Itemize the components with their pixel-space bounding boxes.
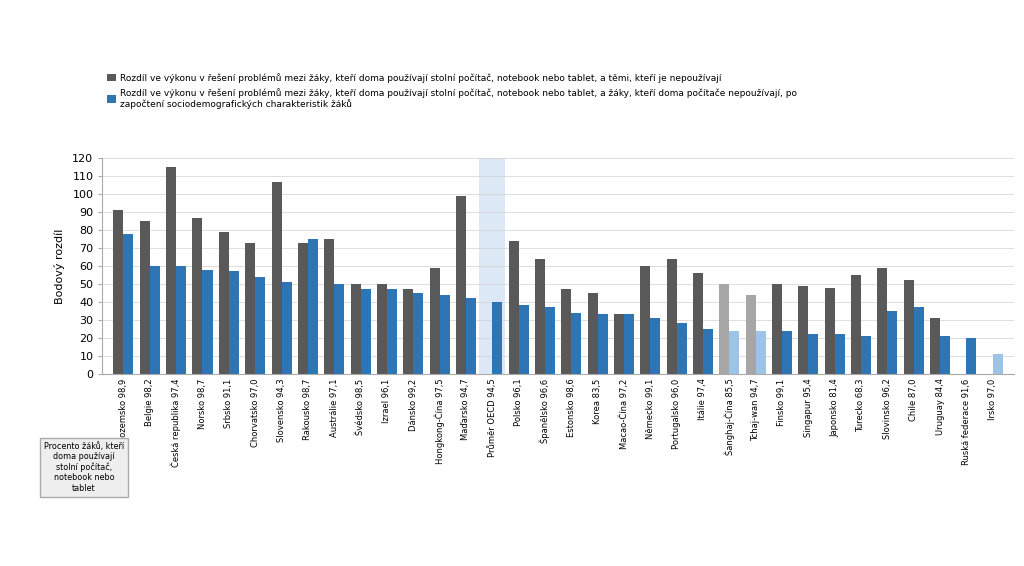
Bar [799, 286, 808, 374]
Bar [808, 334, 818, 374]
Y-axis label: Bodový rozdíl: Bodový rozdíl [54, 228, 66, 304]
Bar [334, 284, 344, 374]
Bar [650, 318, 660, 374]
Bar [640, 266, 650, 374]
Bar [509, 241, 518, 374]
Bar [140, 221, 150, 374]
Bar [677, 323, 687, 374]
Bar [439, 295, 450, 374]
Bar [377, 284, 387, 374]
Bar [456, 196, 466, 374]
Bar [176, 266, 186, 374]
Bar [888, 311, 897, 374]
Bar [614, 315, 624, 374]
Legend: Rozdíl ve výkonu v řešení problémů mezi žáky, kteří doma používají stolní počíta: Rozdíl ve výkonu v řešení problémů mezi … [106, 72, 798, 109]
Bar [851, 275, 861, 374]
Bar [479, 158, 506, 374]
Bar [414, 293, 423, 374]
Bar [245, 243, 255, 374]
Bar [325, 239, 334, 374]
Bar [493, 302, 502, 374]
Bar [271, 182, 282, 374]
Bar [878, 268, 888, 374]
Bar [913, 307, 924, 374]
Bar [571, 312, 582, 374]
Bar [114, 211, 124, 374]
Bar [624, 315, 634, 374]
Bar [387, 289, 397, 374]
Bar [535, 259, 545, 374]
Bar [193, 218, 203, 374]
Bar [967, 338, 976, 374]
Bar [350, 284, 360, 374]
Bar [782, 331, 792, 374]
Bar [360, 289, 371, 374]
Bar [466, 298, 476, 374]
Bar [298, 243, 308, 374]
Bar [598, 315, 607, 374]
Bar [150, 266, 160, 374]
Bar [219, 232, 228, 374]
Bar [282, 282, 292, 374]
Bar [429, 268, 439, 374]
Bar [308, 239, 317, 374]
Bar [772, 284, 782, 374]
Bar [745, 295, 756, 374]
Bar [124, 234, 133, 374]
Bar [729, 331, 739, 374]
Bar [719, 284, 729, 374]
Bar [903, 280, 913, 374]
Bar [588, 293, 598, 374]
Bar [561, 289, 571, 374]
Bar [545, 307, 555, 374]
Bar [166, 168, 176, 374]
Bar [203, 269, 213, 374]
Text: Procento žáků, kteří
doma používají
stolní počítač,
notebook nebo
tablet: Procento žáků, kteří doma používají stol… [44, 441, 124, 493]
Bar [403, 289, 414, 374]
Bar [930, 318, 940, 374]
Bar [992, 354, 1002, 374]
Bar [861, 336, 871, 374]
Bar [228, 272, 239, 374]
Bar [756, 331, 766, 374]
Bar [824, 288, 835, 374]
Bar [702, 329, 713, 374]
Bar [835, 334, 845, 374]
Bar [693, 273, 702, 374]
Bar [940, 336, 950, 374]
Bar [518, 306, 528, 374]
Bar [667, 259, 677, 374]
Bar [255, 277, 265, 374]
